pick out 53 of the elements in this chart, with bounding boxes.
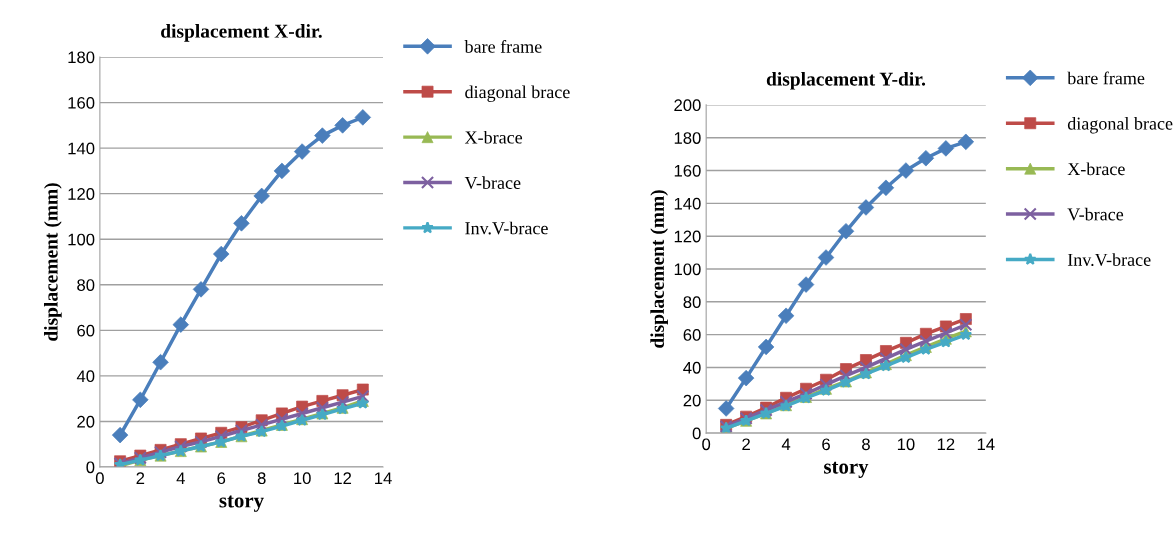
y-tick-label: 40	[683, 361, 701, 374]
y-tick-label: 100	[68, 233, 95, 246]
y-tick-label: 100	[674, 263, 701, 276]
y-tick-label: 140	[674, 197, 701, 210]
y-tick-label: 180	[674, 132, 701, 144]
x-axis-title: story	[219, 495, 264, 512]
x-tick-label: 14	[375, 472, 392, 484]
y-tick-label: 60	[77, 324, 95, 337]
y-tick-label: 180	[68, 51, 95, 64]
x-tick-label: 12	[937, 438, 955, 451]
legend-label: diagonal brace	[1067, 117, 1173, 134]
legend-label: diagonal brace	[465, 85, 570, 102]
y-tick-label: 120	[674, 230, 701, 243]
legend-label: bare frame	[1067, 71, 1145, 85]
legend-label: X-brace	[1067, 162, 1125, 176]
y-tick-label: 20	[683, 394, 701, 407]
x-tick-label: 10	[897, 438, 915, 451]
y-tick-label: 160	[68, 96, 95, 109]
x-tick-label: 4	[781, 438, 791, 451]
y-axis-title: displacement (mm)	[44, 183, 62, 341]
x-tick-label: 2	[742, 438, 750, 451]
x-tick-label: 0	[95, 472, 104, 485]
y-tick-label: 160	[674, 164, 701, 177]
y-tick-label: 80	[683, 296, 701, 309]
legend-label: V-brace	[1067, 207, 1124, 221]
x-tick-label: 12	[334, 472, 352, 484]
y-tick-label: 200	[674, 99, 701, 112]
x-tick-label: 14	[977, 438, 995, 451]
legend-label: X-brace	[464, 130, 523, 144]
x-tick-label: 0	[702, 438, 711, 451]
x-tick-label: 6	[822, 438, 830, 451]
y-tick-label: 140	[68, 142, 95, 155]
chart-title: displacement X-dir.	[161, 24, 322, 42]
x-axis-title: story	[824, 461, 869, 478]
y-tick-label: 40	[76, 370, 95, 383]
legend-label: V-brace	[464, 176, 521, 190]
x-tick-label: 6	[217, 472, 226, 485]
y-tick-label: 60	[683, 329, 701, 341]
x-tick-label: 8	[257, 472, 266, 485]
x-tick-label: 8	[862, 438, 870, 451]
y-tick-label: 0	[692, 427, 701, 440]
x-tick-label: 2	[136, 472, 145, 484]
legend-label: bare frame	[464, 39, 542, 53]
y-tick-label: 20	[77, 415, 95, 428]
chart-title: displacement Y-dir.	[766, 71, 926, 90]
y-tick-label: 0	[86, 461, 95, 474]
y-tick-label: 120	[68, 188, 95, 200]
legend-label: Inv.V-brace	[465, 221, 548, 235]
x-tick-label: 10	[294, 472, 311, 485]
y-axis-title: displacement (mm)	[650, 190, 668, 348]
y-tick-label: 80	[77, 279, 95, 291]
x-tick-label: 4	[176, 472, 185, 484]
legend-label: Inv.V-brace	[1067, 253, 1151, 266]
